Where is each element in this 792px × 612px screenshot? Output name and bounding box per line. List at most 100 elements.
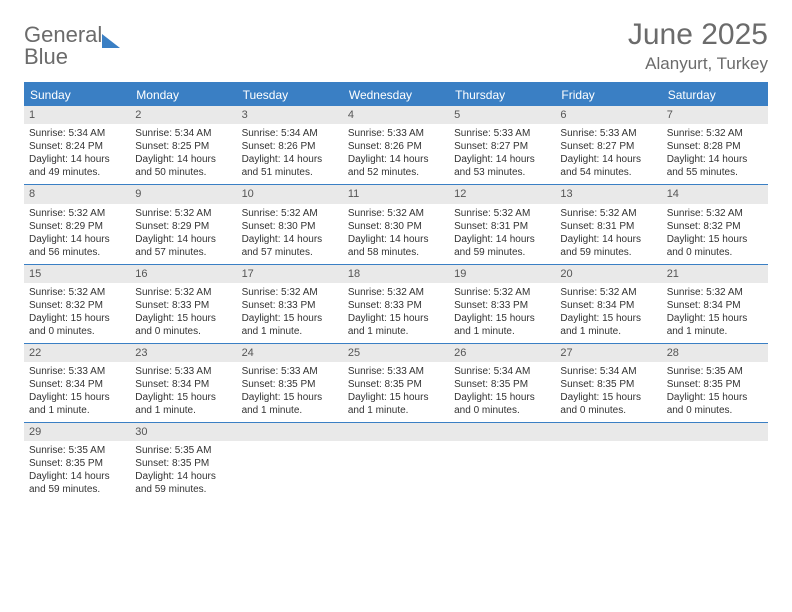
calendar-cell: 24Sunrise: 5:33 AMSunset: 8:35 PMDayligh…: [237, 344, 343, 422]
day-of-week-header: Tuesday: [237, 84, 343, 106]
cell-body: Sunrise: 5:33 AMSunset: 8:27 PMDaylight:…: [449, 124, 555, 184]
sunrise-line: Sunrise: 5:33 AM: [29, 365, 125, 378]
daylight-line: Daylight: 14 hours and 55 minutes.: [667, 153, 763, 179]
sunrise-line: Sunrise: 5:32 AM: [29, 286, 125, 299]
sunset-line: Sunset: 8:34 PM: [560, 299, 656, 312]
daylight-line: Daylight: 15 hours and 0 minutes.: [667, 233, 763, 259]
cell-body: Sunrise: 5:34 AMSunset: 8:35 PMDaylight:…: [449, 362, 555, 422]
sunset-line: Sunset: 8:27 PM: [560, 140, 656, 153]
logo-line1: General: [24, 24, 102, 46]
day-number: 27: [555, 344, 661, 362]
day-number: 12: [449, 185, 555, 203]
logo-line2: Blue: [24, 46, 102, 68]
sunrise-line: Sunrise: 5:32 AM: [348, 207, 444, 220]
day-number: 3: [237, 106, 343, 124]
day-number: 14: [662, 185, 768, 203]
calendar-cell: 12Sunrise: 5:32 AMSunset: 8:31 PMDayligh…: [449, 185, 555, 263]
daylight-line: Daylight: 15 hours and 0 minutes.: [454, 391, 550, 417]
daylight-line: Daylight: 14 hours and 51 minutes.: [242, 153, 338, 179]
cell-body: Sunrise: 5:32 AMSunset: 8:34 PMDaylight:…: [662, 283, 768, 343]
cell-body: Sunrise: 5:35 AMSunset: 8:35 PMDaylight:…: [662, 362, 768, 422]
day-number: 22: [24, 344, 130, 362]
sunset-line: Sunset: 8:33 PM: [135, 299, 231, 312]
daylight-line: Daylight: 15 hours and 1 minute.: [667, 312, 763, 338]
day-number: 16: [130, 265, 236, 283]
calendar-cell: 5Sunrise: 5:33 AMSunset: 8:27 PMDaylight…: [449, 106, 555, 184]
cell-body: Sunrise: 5:32 AMSunset: 8:32 PMDaylight:…: [24, 283, 130, 343]
sunrise-line: Sunrise: 5:32 AM: [667, 286, 763, 299]
sunset-line: Sunset: 8:29 PM: [29, 220, 125, 233]
sunset-line: Sunset: 8:35 PM: [454, 378, 550, 391]
calendar-page: General Blue June 2025 Alanyurt, Turkey …: [0, 0, 792, 519]
sunrise-line: Sunrise: 5:32 AM: [242, 286, 338, 299]
sunset-line: Sunset: 8:33 PM: [348, 299, 444, 312]
calendar-cell: 2Sunrise: 5:34 AMSunset: 8:25 PMDaylight…: [130, 106, 236, 184]
daylight-line: Daylight: 14 hours and 57 minutes.: [135, 233, 231, 259]
cell-body: Sunrise: 5:34 AMSunset: 8:24 PMDaylight:…: [24, 124, 130, 184]
calendar-cell-empty: [662, 423, 768, 501]
day-number: 28: [662, 344, 768, 362]
daylight-line: Daylight: 15 hours and 1 minute.: [560, 312, 656, 338]
daylight-line: Daylight: 14 hours and 56 minutes.: [29, 233, 125, 259]
calendar-cell: 21Sunrise: 5:32 AMSunset: 8:34 PMDayligh…: [662, 265, 768, 343]
cell-body: Sunrise: 5:32 AMSunset: 8:30 PMDaylight:…: [237, 204, 343, 264]
cell-body: Sunrise: 5:32 AMSunset: 8:32 PMDaylight:…: [662, 204, 768, 264]
sunset-line: Sunset: 8:32 PM: [29, 299, 125, 312]
cell-body: Sunrise: 5:34 AMSunset: 8:26 PMDaylight:…: [237, 124, 343, 184]
cell-body: Sunrise: 5:32 AMSunset: 8:29 PMDaylight:…: [130, 204, 236, 264]
daylight-line: Daylight: 15 hours and 1 minute.: [135, 391, 231, 417]
logo-triangle-icon: [102, 34, 120, 48]
calendar-cell-empty: [343, 423, 449, 501]
sunrise-line: Sunrise: 5:33 AM: [560, 127, 656, 140]
day-of-week-header: Sunday: [24, 84, 130, 106]
day-number: 23: [130, 344, 236, 362]
calendar-week-row: 22Sunrise: 5:33 AMSunset: 8:34 PMDayligh…: [24, 343, 768, 422]
sunset-line: Sunset: 8:26 PM: [348, 140, 444, 153]
calendar-cell: 26Sunrise: 5:34 AMSunset: 8:35 PMDayligh…: [449, 344, 555, 422]
calendar-cell: 9Sunrise: 5:32 AMSunset: 8:29 PMDaylight…: [130, 185, 236, 263]
sunrise-line: Sunrise: 5:34 AM: [454, 365, 550, 378]
day-number: 19: [449, 265, 555, 283]
day-number: 13: [555, 185, 661, 203]
day-number: 25: [343, 344, 449, 362]
cell-body: Sunrise: 5:34 AMSunset: 8:25 PMDaylight:…: [130, 124, 236, 184]
cell-body: Sunrise: 5:32 AMSunset: 8:31 PMDaylight:…: [555, 204, 661, 264]
cell-body: Sunrise: 5:32 AMSunset: 8:34 PMDaylight:…: [555, 283, 661, 343]
daylight-line: Daylight: 14 hours and 59 minutes.: [135, 470, 231, 496]
cell-body: Sunrise: 5:34 AMSunset: 8:35 PMDaylight:…: [555, 362, 661, 422]
cell-body: Sunrise: 5:32 AMSunset: 8:33 PMDaylight:…: [237, 283, 343, 343]
sunset-line: Sunset: 8:32 PM: [667, 220, 763, 233]
day-number: [449, 423, 555, 441]
calendar-cell: 7Sunrise: 5:32 AMSunset: 8:28 PMDaylight…: [662, 106, 768, 184]
sunrise-line: Sunrise: 5:35 AM: [667, 365, 763, 378]
cell-body: Sunrise: 5:32 AMSunset: 8:33 PMDaylight:…: [130, 283, 236, 343]
sunrise-line: Sunrise: 5:34 AM: [560, 365, 656, 378]
calendar-cell-empty: [449, 423, 555, 501]
sunrise-line: Sunrise: 5:32 AM: [667, 127, 763, 140]
day-number: 1: [24, 106, 130, 124]
day-of-week-header: Monday: [130, 84, 236, 106]
sunset-line: Sunset: 8:34 PM: [29, 378, 125, 391]
day-of-week-row: SundayMondayTuesdayWednesdayThursdayFrid…: [24, 84, 768, 106]
day-number: 20: [555, 265, 661, 283]
cell-body: Sunrise: 5:33 AMSunset: 8:35 PMDaylight:…: [343, 362, 449, 422]
cell-body: Sunrise: 5:32 AMSunset: 8:28 PMDaylight:…: [662, 124, 768, 184]
calendar-cell: 16Sunrise: 5:32 AMSunset: 8:33 PMDayligh…: [130, 265, 236, 343]
cell-body: Sunrise: 5:35 AMSunset: 8:35 PMDaylight:…: [24, 441, 130, 501]
daylight-line: Daylight: 15 hours and 1 minute.: [454, 312, 550, 338]
day-number: [662, 423, 768, 441]
sunrise-line: Sunrise: 5:35 AM: [135, 444, 231, 457]
daylight-line: Daylight: 15 hours and 0 minutes.: [135, 312, 231, 338]
cell-body: Sunrise: 5:32 AMSunset: 8:33 PMDaylight:…: [449, 283, 555, 343]
day-number: 17: [237, 265, 343, 283]
calendar-cell: 13Sunrise: 5:32 AMSunset: 8:31 PMDayligh…: [555, 185, 661, 263]
cell-body: Sunrise: 5:33 AMSunset: 8:34 PMDaylight:…: [24, 362, 130, 422]
sunrise-line: Sunrise: 5:33 AM: [348, 127, 444, 140]
day-number: 24: [237, 344, 343, 362]
page-subtitle: Alanyurt, Turkey: [628, 54, 768, 74]
sunset-line: Sunset: 8:26 PM: [242, 140, 338, 153]
day-number: 9: [130, 185, 236, 203]
sunrise-line: Sunrise: 5:32 AM: [667, 207, 763, 220]
calendar-cell: 23Sunrise: 5:33 AMSunset: 8:34 PMDayligh…: [130, 344, 236, 422]
calendar-grid: SundayMondayTuesdayWednesdayThursdayFrid…: [24, 82, 768, 501]
